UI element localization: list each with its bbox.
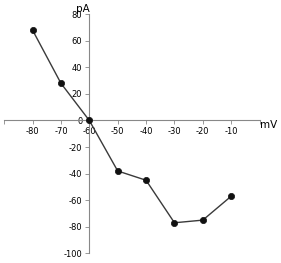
Text: pA: pA: [76, 4, 89, 14]
Text: mV: mV: [260, 120, 277, 130]
